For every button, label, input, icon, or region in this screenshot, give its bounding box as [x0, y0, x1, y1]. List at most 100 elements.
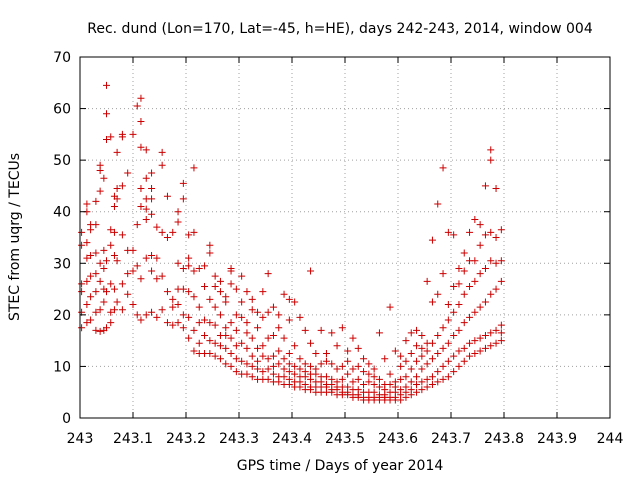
data-point [129, 130, 137, 138]
data-point [153, 275, 161, 283]
data-point [476, 270, 484, 278]
data-point [216, 288, 224, 296]
data-point [163, 288, 171, 296]
data-point [201, 316, 209, 324]
data-point [402, 383, 410, 391]
data-point [174, 218, 182, 226]
data-point [137, 185, 145, 193]
data-point [423, 375, 431, 383]
data-point [344, 370, 352, 378]
data-point [110, 228, 118, 236]
data-point [158, 272, 166, 280]
data-point [455, 280, 463, 288]
data-point [222, 344, 230, 352]
data-point [179, 285, 187, 293]
data-point [407, 386, 415, 394]
data-point [354, 362, 362, 370]
data-point [254, 308, 262, 316]
x-tick-label: 243.1 [113, 431, 153, 447]
data-point [254, 324, 262, 332]
y-tick-label: 50 [53, 153, 71, 169]
data-point [118, 280, 126, 288]
data-point [243, 360, 251, 368]
x-tick-label: 243.6 [378, 431, 418, 447]
data-point [349, 334, 357, 342]
data-point [264, 375, 272, 383]
data-point [174, 208, 182, 216]
data-point [307, 362, 315, 370]
data-point [471, 308, 479, 316]
data-point [354, 375, 362, 383]
data-point [92, 249, 100, 257]
data-point [450, 231, 458, 239]
data-point [179, 179, 187, 187]
data-point [333, 342, 341, 350]
data-point [434, 378, 442, 386]
data-point [497, 337, 505, 345]
data-point [103, 81, 110, 89]
data-point [158, 148, 166, 156]
data-point [275, 347, 283, 355]
data-point [259, 313, 267, 321]
data-point [492, 326, 500, 334]
data-point [460, 249, 468, 257]
data-point [103, 110, 110, 118]
data-point [83, 301, 91, 309]
data-point [365, 378, 373, 386]
data-point [296, 313, 304, 321]
data-point [96, 259, 104, 267]
data-point [254, 357, 262, 365]
data-point [169, 321, 177, 329]
data-point [148, 267, 156, 275]
y-tick-label: 30 [53, 256, 71, 272]
data-point [301, 360, 309, 368]
data-point [185, 262, 193, 270]
data-point [142, 205, 150, 213]
data-point [243, 370, 251, 378]
data-point [232, 342, 240, 350]
data-point [386, 380, 394, 388]
data-point [476, 303, 484, 311]
data-point [222, 293, 230, 301]
data-point [269, 352, 277, 360]
data-point [148, 252, 156, 260]
data-point [269, 362, 277, 370]
data-point [254, 344, 262, 352]
data-point [280, 365, 288, 373]
data-point [365, 370, 373, 378]
data-point [179, 311, 187, 319]
data-point [481, 331, 489, 339]
data-point [444, 316, 452, 324]
data-point [185, 254, 193, 262]
data-point [497, 329, 505, 337]
data-point [222, 331, 230, 339]
data-point [296, 355, 304, 363]
data-point [455, 326, 463, 334]
data-point [232, 368, 240, 376]
data-point [307, 339, 315, 347]
data-point [259, 288, 267, 296]
data-point [179, 324, 187, 332]
data-point [301, 326, 309, 334]
data-point [381, 355, 389, 363]
data-point [78, 228, 86, 236]
data-point [227, 362, 235, 370]
data-point [413, 388, 421, 396]
data-point [466, 228, 474, 236]
data-point [402, 357, 410, 365]
data-point [113, 185, 121, 193]
data-point [360, 368, 368, 376]
data-point [92, 326, 100, 334]
data-point [466, 339, 474, 347]
data-point [397, 375, 405, 383]
x-tick-label: 243.4 [272, 431, 312, 447]
data-point [211, 272, 219, 280]
data-point [243, 288, 251, 296]
data-point [190, 326, 198, 334]
data-point [481, 231, 489, 239]
data-point [83, 319, 91, 327]
data-point [328, 375, 336, 383]
data-point [492, 185, 500, 193]
data-point [92, 221, 100, 229]
